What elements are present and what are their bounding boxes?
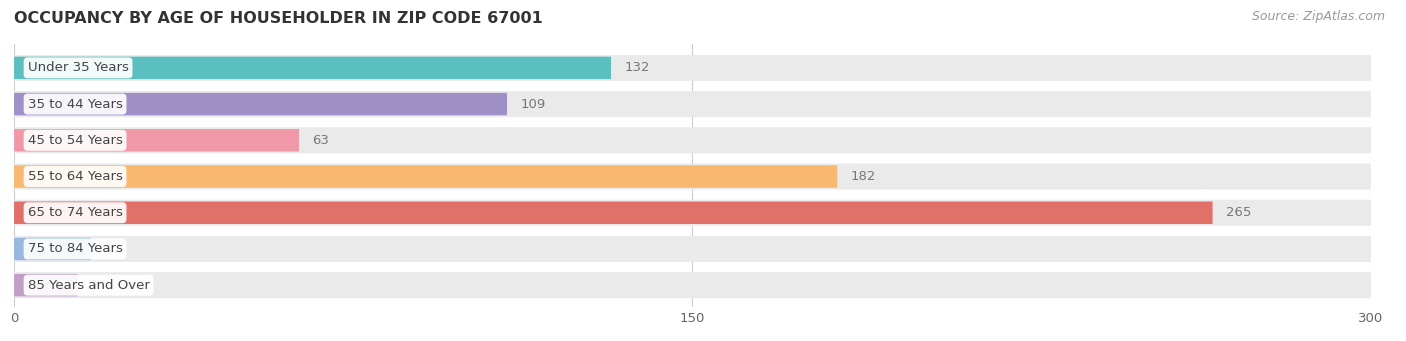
Text: 75 to 84 Years: 75 to 84 Years [28, 242, 122, 255]
FancyBboxPatch shape [14, 274, 77, 296]
FancyBboxPatch shape [14, 55, 1371, 81]
FancyBboxPatch shape [14, 93, 508, 115]
FancyBboxPatch shape [14, 163, 1371, 190]
Text: 55 to 64 Years: 55 to 64 Years [28, 170, 122, 183]
Text: 14: 14 [91, 279, 108, 292]
FancyBboxPatch shape [14, 200, 1371, 226]
Text: Source: ZipAtlas.com: Source: ZipAtlas.com [1251, 10, 1385, 23]
FancyBboxPatch shape [14, 91, 1371, 117]
Text: 109: 109 [520, 98, 546, 110]
Text: 63: 63 [312, 134, 329, 147]
FancyBboxPatch shape [14, 165, 837, 188]
Text: 45 to 54 Years: 45 to 54 Years [28, 134, 122, 147]
Text: 132: 132 [624, 61, 650, 74]
Text: 17: 17 [104, 242, 121, 255]
FancyBboxPatch shape [14, 127, 1371, 153]
FancyBboxPatch shape [14, 272, 1371, 298]
Text: 265: 265 [1226, 206, 1251, 219]
Text: 85 Years and Over: 85 Years and Over [28, 279, 149, 292]
FancyBboxPatch shape [14, 202, 1212, 224]
FancyBboxPatch shape [14, 238, 91, 260]
FancyBboxPatch shape [14, 57, 612, 79]
Text: 65 to 74 Years: 65 to 74 Years [28, 206, 122, 219]
FancyBboxPatch shape [14, 129, 299, 151]
Text: Under 35 Years: Under 35 Years [28, 61, 128, 74]
FancyBboxPatch shape [14, 236, 1371, 262]
Text: 35 to 44 Years: 35 to 44 Years [28, 98, 122, 110]
Text: OCCUPANCY BY AGE OF HOUSEHOLDER IN ZIP CODE 67001: OCCUPANCY BY AGE OF HOUSEHOLDER IN ZIP C… [14, 11, 543, 26]
Text: 182: 182 [851, 170, 876, 183]
